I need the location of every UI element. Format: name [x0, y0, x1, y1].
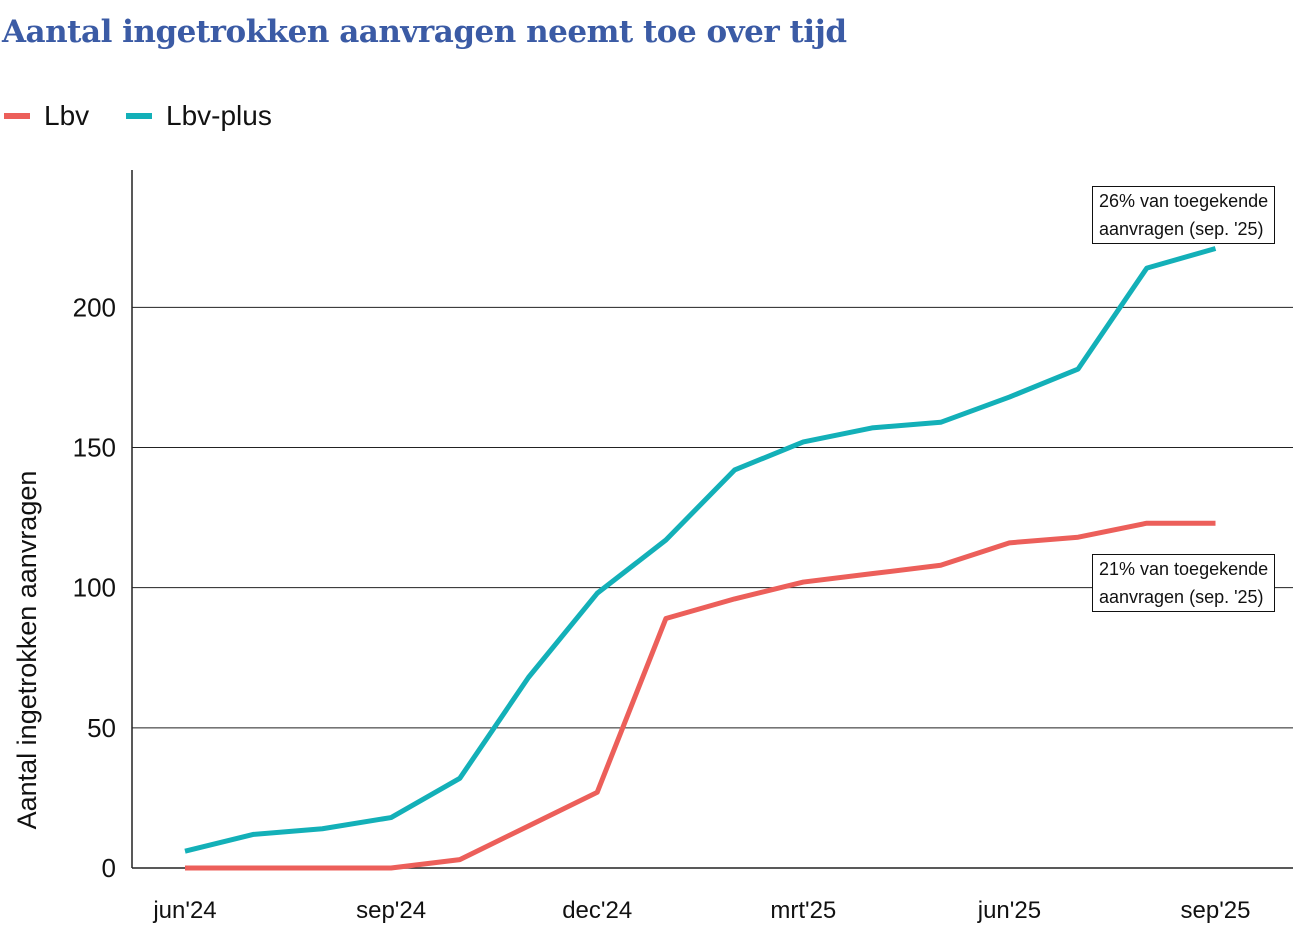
y-tick-label: 100: [73, 573, 116, 603]
legend-item-lbv-plus: Lbv-plus: [126, 100, 272, 132]
legend-swatch-lbv-plus: [126, 113, 152, 119]
annotation-line: aanvragen (sep. '25): [1099, 219, 1264, 239]
series-line-lbv: [185, 520, 1216, 871]
y-tick-label: 50: [87, 713, 116, 743]
annotation-line: 26% van toegekende: [1099, 191, 1269, 211]
annotation-line: 21% van toegekende: [1099, 559, 1269, 579]
y-tick-label: 200: [73, 292, 116, 322]
x-tick-label: jun'24: [152, 897, 216, 924]
annotation-lbv: 21% van toegekende aanvragen (sep. '25): [1092, 554, 1276, 612]
x-tick-label: mrt'25: [770, 897, 836, 924]
legend-item-lbv: Lbv: [4, 100, 89, 132]
series-line-lbv-plus: [184, 246, 1217, 854]
x-tick-label: jun'25: [977, 897, 1041, 924]
annotation-lbv-plus: 26% van toegekende aanvragen (sep. '25): [1092, 186, 1276, 244]
annotation-line: aanvragen (sep. '25): [1099, 587, 1264, 607]
x-tick-label: sep'25: [1181, 897, 1251, 924]
legend-label-lbv: Lbv: [44, 100, 90, 131]
y-tick-label: 150: [73, 433, 116, 463]
y-axis-label: Aantal ingetrokken aanvragen: [12, 471, 42, 830]
x-tick-label: sep'24: [356, 897, 426, 924]
x-tick-label: dec'24: [562, 897, 632, 924]
chart-title: Aantal ingetrokken aanvragen neemt toe o…: [2, 14, 847, 50]
legend-swatch-lbv: [4, 113, 30, 119]
legend-label-lbv-plus: Lbv-plus: [166, 100, 272, 131]
y-tick-label: 0: [102, 853, 116, 883]
